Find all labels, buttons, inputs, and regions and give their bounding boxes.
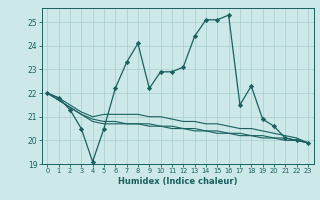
X-axis label: Humidex (Indice chaleur): Humidex (Indice chaleur) xyxy=(118,177,237,186)
